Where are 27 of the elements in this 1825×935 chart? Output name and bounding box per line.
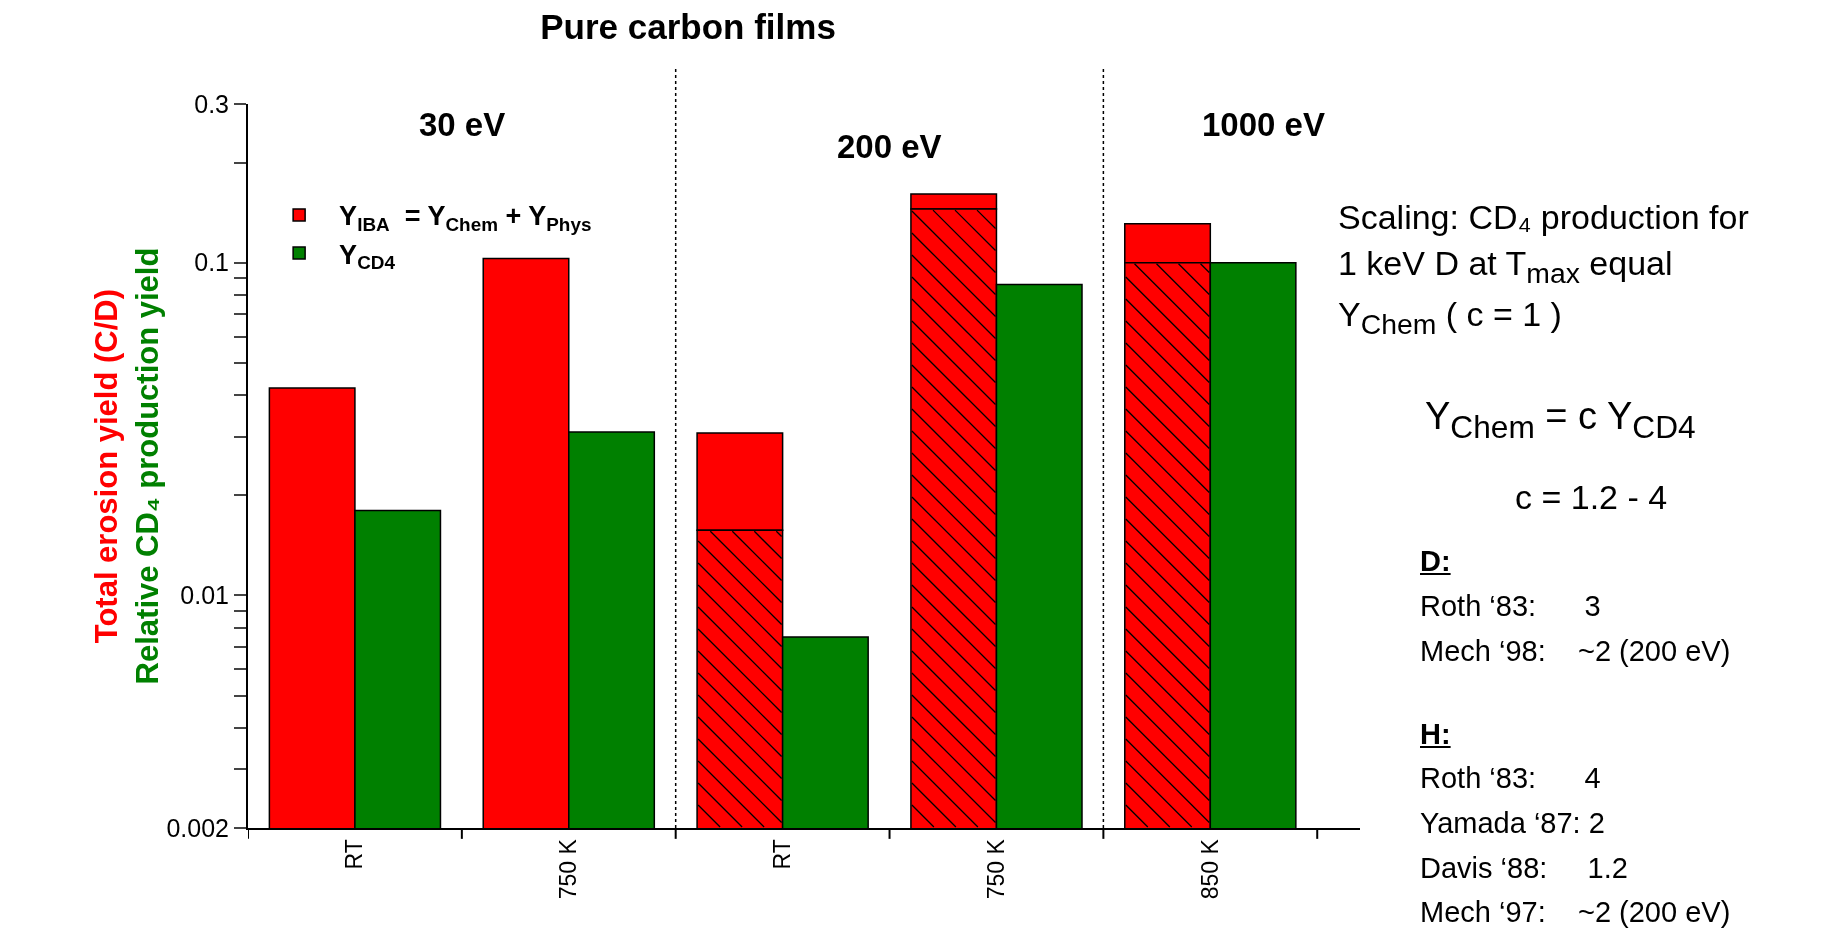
text: D: [1420,545,1451,578]
y-tick-label: 0.002 [166,813,229,842]
x-tick-label: RT [341,839,368,870]
annotation: 200 eV [837,128,942,165]
chart-title: Pure carbon films [540,6,836,46]
text: Roth ‘83: 3 [1420,590,1601,623]
text: Scaling: CD₄ production for 1 keV D at T$_{max}$ equal Y$_{Chem}$ ( c = 1 ) [1338,198,1749,340]
text: c = 1.2 - 4 [1515,478,1668,517]
text: Yamada ‘87: 2 [1420,807,1605,840]
legend-label: Y$_{IBA}$ = Y$_{Chem}$ + Y$_{Phys}$ [339,201,592,236]
text: Y$_{Chem}$ = c Y$_{CD4}$ [1425,395,1696,446]
y-tick-label: 0.3 [194,89,229,118]
x-tick-label: 750 K [555,838,582,900]
legend-label: Y$_{CD4}$ [339,239,396,274]
text: Davis ‘88: 1.2 [1420,852,1628,885]
annotation: 30 eV [419,106,506,143]
y-axis-title: Total erosion yield (C/D) Relative CD₄ production yield [89,247,166,685]
annotation: 1000 eV [1202,106,1325,143]
x-tick-label: 850 K [1196,838,1223,900]
text: Mech ‘97: ~2 (200 eV) [1420,896,1731,929]
y-tick-label: 0.1 [194,248,229,277]
x-tick-label: 750 K [982,838,1009,900]
y-tick-label: 0.01 [180,581,229,610]
text: Mech ‘98: ~2 (200 eV) [1420,635,1731,668]
x-tick-label: RT [769,839,796,870]
text: Roth ‘83: 4 [1420,762,1601,795]
text: H: [1420,718,1451,751]
